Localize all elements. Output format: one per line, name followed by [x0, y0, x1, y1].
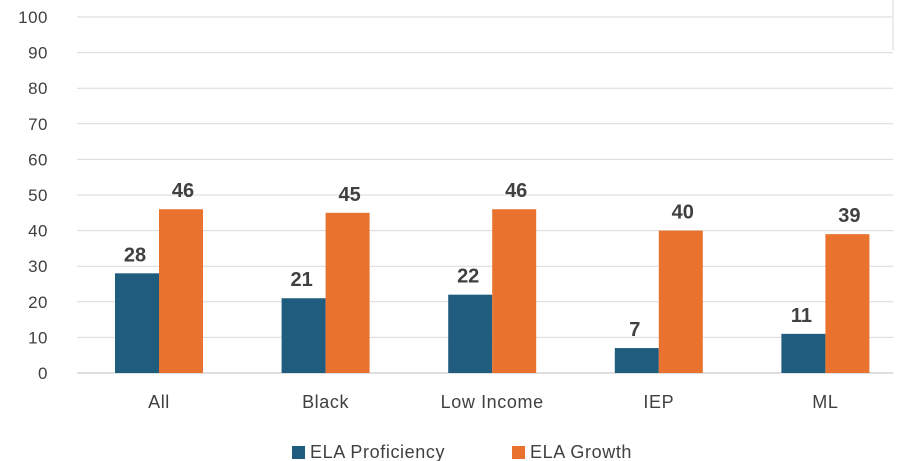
x-tick-label: ML: [812, 392, 838, 412]
data-label: 7: [629, 319, 640, 341]
y-tick-label: 80: [28, 79, 48, 98]
bar-ela-proficiency-low-income: [448, 294, 493, 373]
legend-label: ELA Proficiency: [310, 442, 445, 461]
data-label: 22: [457, 266, 479, 288]
y-tick-label: 70: [28, 115, 48, 134]
x-tick-label: All: [148, 392, 170, 412]
data-label: 46: [505, 180, 527, 202]
bar-ela-growth-low-income: [492, 209, 537, 373]
y-tick-label: 20: [28, 293, 48, 312]
legend-label: ELA Growth: [530, 442, 632, 461]
y-tick-label: 10: [28, 328, 48, 347]
data-label: 11: [791, 305, 812, 327]
legend-swatch: [292, 446, 305, 459]
bar-ela-growth-black: [325, 212, 370, 373]
bar-ela-growth-all: [159, 209, 203, 373]
legend: ELA Proficiency ELA Growth: [292, 442, 632, 461]
bar-ela-growth-ml: [825, 234, 870, 373]
data-labels: 28 46 21 45 22 46 7 40 11 39: [124, 180, 861, 341]
data-label: 21: [290, 269, 312, 291]
gridlines: [77, 0, 894, 374]
x-tick-label: Black: [302, 392, 349, 412]
bar-ela-proficiency-iep: [614, 348, 659, 373]
legend-swatch: [512, 446, 525, 459]
y-tick-label: 0: [38, 364, 48, 383]
bar-ela-growth-iep: [658, 230, 703, 373]
y-axis-tick-labels: 0 10 20 30 40 50 60 70 80 90 100: [18, 8, 48, 383]
y-tick-label: 30: [28, 257, 48, 276]
data-label: 39: [838, 205, 860, 227]
y-tick-label: 50: [28, 186, 48, 205]
data-label: 45: [338, 184, 360, 206]
x-tick-label: IEP: [643, 392, 674, 412]
x-tick-label: Low Income: [441, 392, 544, 412]
bar-ela-proficiency-black: [281, 298, 326, 373]
y-tick-label: 40: [28, 222, 48, 241]
y-tick-label: 100: [18, 8, 48, 27]
data-label: 40: [672, 202, 694, 224]
x-axis-tick-labels: All Black Low Income IEP ML: [148, 392, 838, 412]
bar-ela-proficiency-all: [115, 273, 159, 373]
bar-ela-proficiency-ml: [781, 333, 826, 373]
data-label: 46: [172, 180, 194, 202]
y-tick-label: 60: [28, 150, 48, 169]
bars: [115, 209, 870, 373]
data-label: 28: [124, 244, 146, 266]
y-tick-label: 90: [28, 44, 48, 63]
